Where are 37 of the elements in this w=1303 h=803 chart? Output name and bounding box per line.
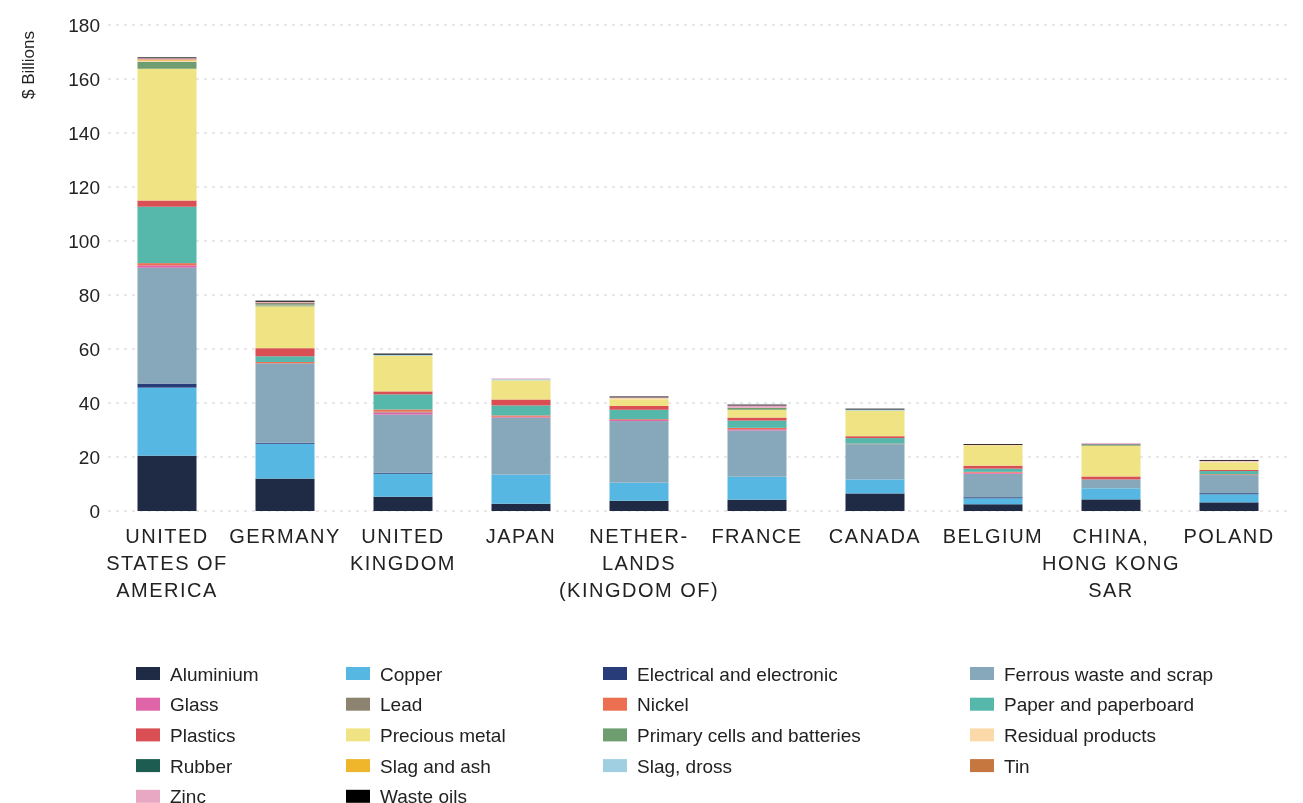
legend-label: Lead	[380, 694, 423, 716]
legend-label: Tin	[1004, 755, 1030, 777]
y-tick-label: 120	[68, 176, 100, 198]
legend-label: Rubber	[170, 755, 233, 777]
x-tick-label: CANADA	[828, 525, 922, 547]
y-tick-label: 40	[78, 392, 100, 414]
y-tick-label: 140	[68, 122, 100, 144]
x-tick-label: JAPAN	[485, 525, 557, 547]
legend-label: Copper	[380, 663, 443, 685]
x-tick-label: UNITED KINGDOM	[349, 525, 457, 574]
legend-label: Plastics	[170, 725, 236, 747]
legend-label: Precious metal	[380, 725, 506, 747]
legend-label: Paper and paperboard	[1004, 694, 1195, 716]
legend-label: Glass	[170, 694, 219, 716]
legend-label: Slag, dross	[637, 755, 733, 777]
y-tick-label: 160	[68, 68, 100, 90]
x-tick-label: BELGIUM	[942, 525, 1044, 547]
x-tick-label: CHINA, HONG KONG SAR	[1042, 525, 1180, 601]
x-tick-label: GERMANY	[229, 525, 341, 547]
y-tick-label: 0	[89, 500, 100, 522]
x-tick-label: UNITED STATES OF AMERICA	[106, 525, 228, 601]
legend-label: Ferrous waste and scrap	[1004, 663, 1214, 685]
legend-label: Zinc	[170, 786, 206, 803]
x-tick-label: POLAND	[1183, 525, 1275, 547]
legend-label: Primary cells and batteries	[637, 725, 861, 747]
y-tick-label: 180	[68, 14, 100, 36]
y-axis-title: $ Billions	[19, 30, 38, 100]
y-tick-label: 20	[78, 446, 100, 468]
legend-label: Electrical and electronic	[637, 663, 838, 685]
legend-label: Aluminium	[170, 663, 259, 685]
legend-label: Nickel	[637, 694, 689, 716]
legend-label: Waste oils	[380, 786, 467, 803]
y-tick-label: 60	[78, 338, 100, 360]
legend-label: Residual products	[1004, 725, 1157, 747]
y-tick-label: 80	[78, 284, 100, 306]
legend-label: Slag and ash	[380, 755, 491, 777]
y-tick-label: 100	[68, 230, 100, 252]
